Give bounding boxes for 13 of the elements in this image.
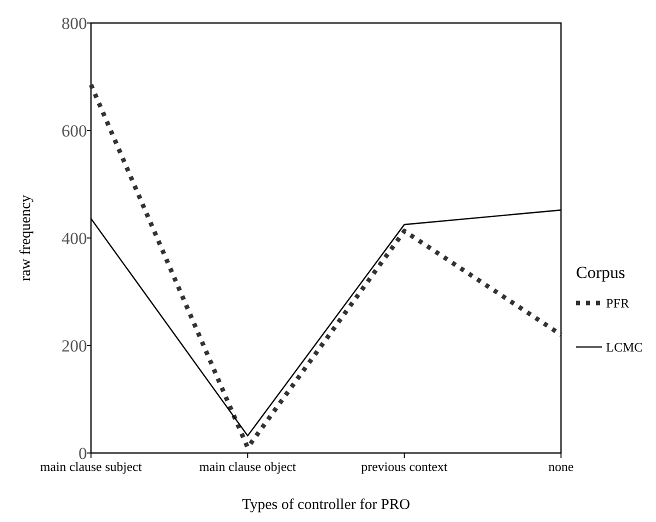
x-tick-label: previous context bbox=[361, 459, 448, 474]
y-tick-label: 800 bbox=[62, 14, 87, 33]
y-axis-title: raw frequency bbox=[18, 194, 34, 282]
line-series bbox=[88, 82, 564, 450]
y-tick-label: 400 bbox=[62, 228, 87, 248]
legend-label: PFR bbox=[606, 296, 630, 311]
legend-label: LCMC bbox=[606, 340, 643, 355]
x-tick-label: main clause object bbox=[199, 459, 296, 474]
x-axis-title: Types of controller for PRO bbox=[242, 497, 410, 513]
y-tick-label: 600 bbox=[62, 121, 87, 140]
y-tick-label: 200 bbox=[62, 336, 87, 356]
legend-title: Corpus bbox=[576, 263, 626, 282]
x-tick-label: none bbox=[548, 459, 574, 474]
